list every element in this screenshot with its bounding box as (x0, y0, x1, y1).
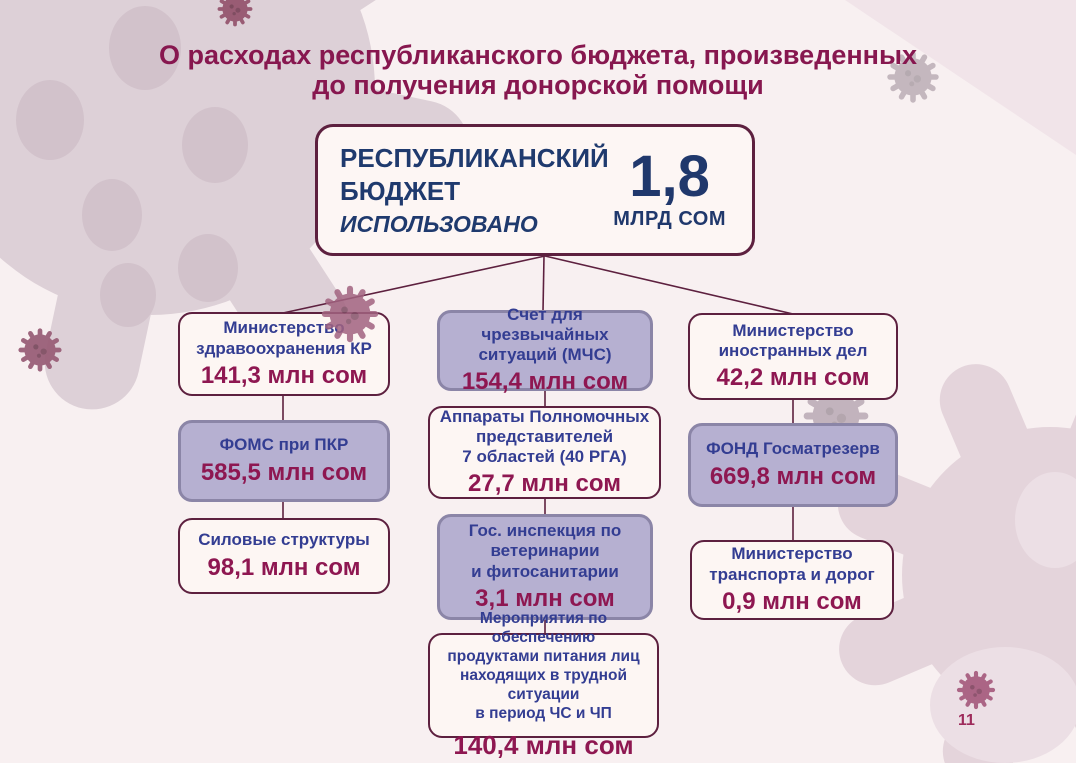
org-box-label-line: Министерство (223, 318, 345, 338)
org-box-label: Мероприятия по обеспечению продуктами пит… (438, 610, 649, 723)
org-box-label-line: Министерство (731, 544, 853, 564)
org-box-m1: Счет для чрезвычайных ситуаций (МЧС) 154,4… (437, 305, 653, 395)
org-box-label-line: Министерство (732, 320, 854, 340)
root-budget-amount-block: 1,8 МЛРД СОМ (613, 143, 726, 231)
org-box-m4: Мероприятия по обеспечению продуктами пит… (428, 610, 659, 760)
org-box-amount: 140,4 млн сом (453, 729, 634, 760)
org-box-m2: Аппараты Полномочных представителей 7 обла… (428, 406, 661, 499)
org-box-label: Гос. инспекция по ветеринарии и фитосанита… (469, 521, 621, 581)
org-box-label: Министерство транспорта и дорог (709, 544, 874, 584)
org-box-label-line: продуктами питания лиц (447, 648, 640, 666)
org-box-amount: 0,9 млн сом (722, 587, 862, 615)
org-box-label: ФОНД Госматрезерв (706, 439, 880, 459)
org-box-label-line: и фитосанитарии (471, 561, 619, 581)
org-box-label-line: иностранных дел (718, 341, 868, 360)
org-box-label: Аппараты Полномочных представителей 7 обла… (440, 407, 650, 467)
org-box-l2: ФОМС при ПКР 585,5 млн сом (178, 420, 390, 502)
org-box-l3: Силовые структуры 98,1 млн сом (178, 518, 390, 594)
coronavirus-icon (21, 331, 59, 369)
org-box-label-line: 7 областей (40 РГА) (462, 447, 627, 467)
coronavirus-icon (217, 0, 253, 27)
org-box-label-line: Мероприятия по обеспечению (479, 610, 608, 647)
org-box-label-line: Аппараты Полномочных (439, 406, 650, 426)
root-budget-name: РЕСПУБЛИКАНСКИЙ БЮДЖЕТ (340, 142, 609, 207)
org-box-amount: 42,2 млн сом (716, 364, 870, 392)
org-box-label-line: представителей (475, 426, 614, 446)
coronavirus-icon (959, 673, 993, 707)
org-box-amount: 27,7 млн сом (468, 470, 621, 498)
org-box-label-line: ФОМС при ПКР (219, 435, 349, 455)
org-box-label: Счет для чрезвычайных ситуаций (МЧС) (448, 305, 642, 365)
org-box-label-line: находящих в трудной ситуации (459, 667, 628, 703)
org-box-l1: Министерство здравоохранения КР 141,3 млн … (178, 312, 390, 396)
org-box-amount: 3,1 млн сом (475, 584, 615, 612)
org-box-label-line: транспорта и дорог (709, 564, 875, 584)
title-line-1: О расходах республиканского бюджета, про… (158, 40, 918, 70)
org-box-amount: 669,8 млн сом (709, 462, 877, 490)
org-box-amount: 154,4 млн сом (461, 368, 629, 396)
org-box-label: Министерство иностранных дел (719, 321, 868, 361)
page-number: 11 (958, 712, 975, 729)
org-box-label-line: ФОНД Госматрезерв (706, 439, 880, 459)
org-box-r3: Министерство транспорта и дорог 0,9 млн со… (690, 540, 894, 620)
org-box-amount: 141,3 млн сом (200, 361, 368, 389)
org-box-r2: ФОНД Госматрезерв 669,8 млн сом (688, 423, 898, 507)
root-budget-name-line2: БЮДЖЕТ (340, 175, 461, 206)
large-virus-blob-bottom-right (837, 362, 1076, 763)
org-box-m3: Гос. инспекция по ветеринарии и фитосанита… (437, 514, 653, 620)
root-amount-unit: МЛРД СОМ (613, 208, 726, 231)
org-box-label-line: здравоохранения КР (196, 338, 372, 358)
root-budget-status: ИСПОЛЬЗОВАНО (340, 211, 538, 237)
org-box-label-line: Счет для чрезвычайных (481, 304, 609, 344)
org-box-r1: Министерство иностранных дел 42,2 млн сом (688, 313, 898, 400)
org-box-label-line: ситуаций (МЧС) (478, 345, 612, 365)
org-box-label-line: ветеринарии (490, 541, 600, 561)
slide-title: О расходах республиканского бюджета, про… (0, 40, 1076, 100)
title-line-2: до получения донорской помощи (312, 70, 764, 101)
root-amount-value: 1,8 (629, 143, 710, 209)
org-box-label: Силовые структуры (198, 530, 370, 550)
root-budget-box: РЕСПУБЛИКАНСКИЙ БЮДЖЕТ ИСПОЛЬЗОВАНО 1,8 … (315, 124, 755, 256)
root-budget-name-line1: РЕСПУБЛИКАНСКИЙ (340, 143, 609, 173)
org-box-label: ФОМС при ПКР (220, 435, 349, 455)
org-box-label-line: Гос. инспекция по (468, 521, 622, 541)
org-box-label-line: Силовые структуры (198, 530, 370, 550)
org-box-amount: 585,5 млн сом (200, 458, 368, 486)
org-box-label: Министерство здравоохранения КР (196, 318, 372, 358)
root-budget-text: РЕСПУБЛИКАНСКИЙ БЮДЖЕТ ИСПОЛЬЗОВАНО (340, 142, 609, 238)
org-box-amount: 98,1 млн сом (207, 553, 361, 581)
org-box-label-line: в период ЧС и ЧП (475, 704, 612, 722)
